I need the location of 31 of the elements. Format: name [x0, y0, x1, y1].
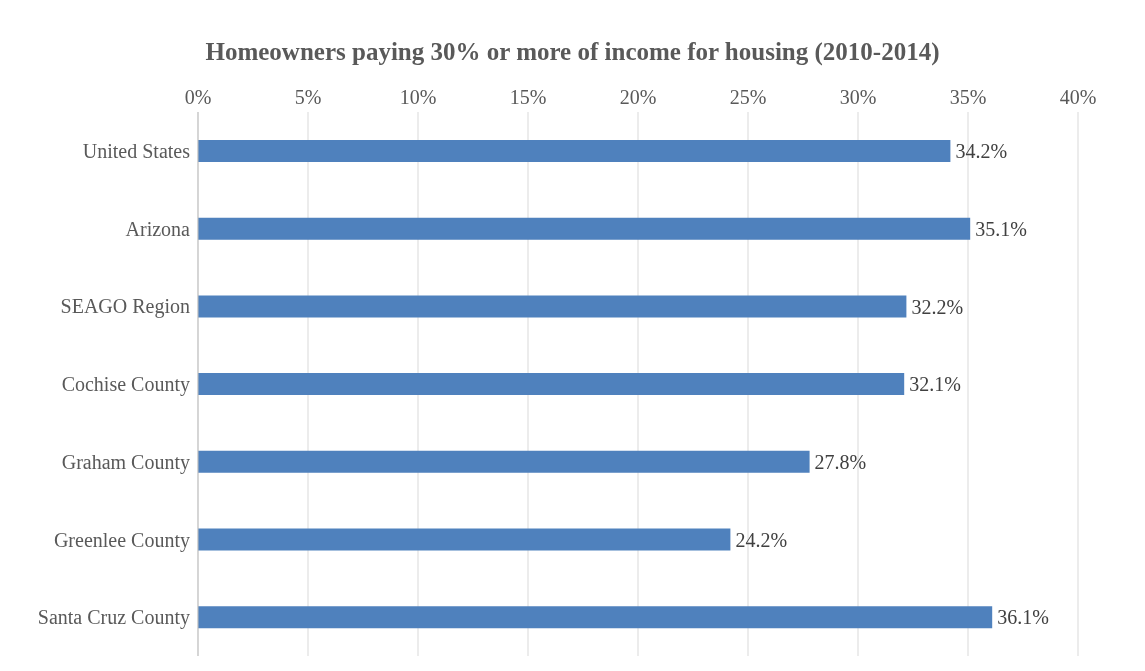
x-tick-label: 25% — [729, 86, 767, 108]
bar — [198, 450, 810, 473]
data-label: 27.8% — [814, 450, 867, 473]
x-tick-label: 0% — [184, 86, 212, 108]
x-tick-label: 5% — [294, 86, 322, 108]
bar — [198, 373, 905, 396]
data-label: 24.2% — [735, 528, 788, 551]
y-tick-label: United States — [82, 139, 191, 162]
bar — [198, 528, 731, 551]
x-tick-label: 30% — [839, 86, 877, 108]
bar — [198, 139, 951, 162]
x-tick-label: 35% — [949, 86, 987, 108]
chart-title: Homeowners paying 30% or more of income for housing (2010-2014) — [204, 37, 941, 66]
y-tick-label: Cochise County — [61, 373, 190, 397]
x-tick-label: 20% — [619, 86, 657, 108]
y-tick-label: SEAGO Region — [60, 295, 190, 319]
bar — [198, 606, 993, 629]
bar — [198, 295, 907, 318]
x-tick-label: 40% — [1059, 86, 1097, 108]
data-label: 32.2% — [911, 295, 964, 318]
y-tick-label: Graham County — [61, 450, 190, 474]
x-tick-label: 10% — [399, 86, 437, 108]
y-tick-label: Santa Cruz County — [37, 606, 190, 630]
data-label: 35.1% — [975, 217, 1027, 240]
y-tick-label: Greenlee County — [53, 528, 190, 552]
y-tick-label: Arizona — [125, 217, 191, 240]
data-label: 36.1% — [997, 606, 1049, 629]
x-tick-label: 15% — [509, 86, 547, 108]
data-label: 32.1% — [909, 373, 961, 396]
bar — [198, 217, 971, 240]
data-label: 34.2% — [955, 140, 1008, 163]
